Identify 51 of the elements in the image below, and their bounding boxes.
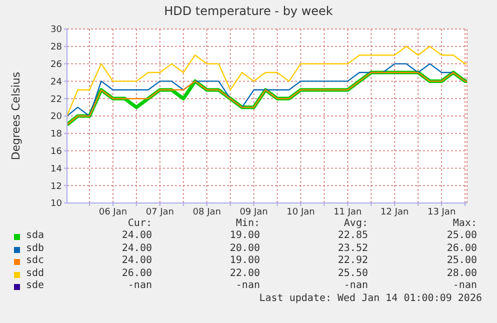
y-tick-label: 14 <box>50 164 62 174</box>
chart-title: HDD temperature - by week <box>163 4 334 18</box>
text: -nan <box>126 280 152 291</box>
text: 28.00 <box>446 268 477 278</box>
x-tick-label: 09 Jan <box>240 207 268 218</box>
y-tick-label: 10 <box>50 199 62 210</box>
text: Last update: Wed Jan 14 01:00:09 2026 <box>259 292 482 304</box>
text: 19.00 <box>228 230 260 241</box>
y-tick-label: 24 <box>50 77 62 88</box>
legend-label: sdc <box>26 255 44 266</box>
legend-label: sdb <box>26 242 44 254</box>
text: 26.00 <box>120 268 152 278</box>
text: 23.52 <box>336 242 368 254</box>
text: 25.00 <box>446 255 477 266</box>
legend-label: sda <box>26 230 44 241</box>
x-tick-label: 08 Jan <box>192 207 221 218</box>
y-tick-label: 12 <box>50 182 62 192</box>
x-tick-label: 11 Jan <box>334 207 362 218</box>
y-tick-label: 16 <box>50 146 62 157</box>
x-tick-label: 06 Jan <box>98 207 128 218</box>
text: 22.85 <box>336 230 368 241</box>
text: 24.00 <box>120 230 152 241</box>
text: 20.00 <box>228 242 260 254</box>
text: -nan <box>234 280 260 291</box>
y-tick-label: 18 <box>50 130 62 140</box>
text: -nan <box>452 280 477 291</box>
x-tick-label: 12 Jan <box>380 207 409 218</box>
x-tick-label: 07 Jan <box>146 207 174 218</box>
text: 24.00 <box>120 242 152 254</box>
y-tick-label: 30 <box>50 25 62 36</box>
legend-label: sde <box>26 280 44 291</box>
text: Min: <box>234 218 260 229</box>
text: -nan <box>342 280 368 291</box>
y-tick-label: 22 <box>50 94 62 105</box>
text: 24.00 <box>120 255 152 266</box>
y-tick-label: 20 <box>50 112 62 122</box>
y-tick-label: 26 <box>50 60 62 70</box>
legend-label: sdd <box>26 268 44 278</box>
text: 25.00 <box>446 230 477 241</box>
text: 25.50 <box>336 268 368 278</box>
y-tick-label: 28 <box>50 42 62 53</box>
text: 22.92 <box>336 255 368 266</box>
text: 19.00 <box>228 255 260 266</box>
text: 26.00 <box>446 242 477 254</box>
x-tick-label: 10 Jan <box>286 207 315 218</box>
text: Cur: <box>126 218 152 229</box>
y-axis-title: Degrees Celsius <box>10 72 22 160</box>
text: Max: <box>452 218 477 229</box>
text: Avg: <box>342 218 368 229</box>
text: 22.00 <box>228 268 260 278</box>
x-tick-label: 13 Jan <box>427 207 456 218</box>
